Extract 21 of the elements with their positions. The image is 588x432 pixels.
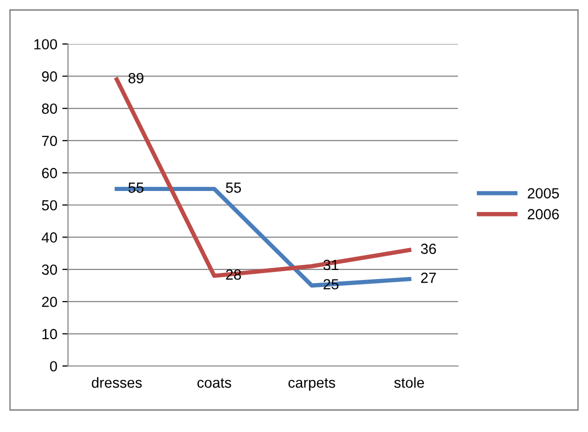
y-tick-label: 60 (42, 168, 58, 178)
legend-label: 2006 (528, 209, 559, 220)
legend-label: 2005 (528, 188, 559, 198)
y-tick-label: 90 (42, 71, 58, 82)
y-tick-label: 0 (50, 361, 58, 372)
x-tick-label: coats (197, 378, 232, 388)
y-tick-label: 50 (42, 200, 58, 210)
x-tick-label: carpets (288, 378, 336, 391)
data-label: 27 (421, 272, 436, 283)
y-tick-label: 30 (42, 264, 58, 275)
y-tick-label: 20 (42, 296, 58, 308)
y-tick-label: 10 (42, 328, 58, 340)
y-tick-label: 80 (42, 104, 58, 114)
data-label: 55 (226, 182, 241, 193)
y-tick-label: 100 (34, 39, 58, 50)
data-label: 36 (420, 244, 436, 254)
data-label: 89 (128, 73, 144, 84)
x-tick-label: dresses (92, 377, 142, 388)
y-tick-label: 40 (42, 232, 58, 243)
x-tick-label: stole (394, 377, 424, 388)
y-tick-label: 70 (42, 136, 58, 146)
